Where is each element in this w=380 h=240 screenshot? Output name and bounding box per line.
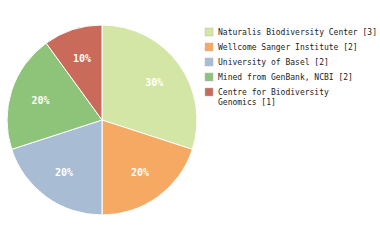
data-label: 20% bbox=[131, 167, 149, 178]
chart: 30% 20% 20% 20% 10% Naturalis Biodiversity Ce… bbox=[0, 0, 380, 240]
legend-item: Naturalis Biodiversity Center [3] bbox=[205, 28, 377, 37]
data-label: 30% bbox=[145, 77, 163, 88]
slice bbox=[102, 120, 192, 215]
legend-swatch bbox=[205, 43, 213, 51]
legend: Naturalis Biodiversity Center [3] Wellcom… bbox=[205, 28, 377, 107]
legend-swatch bbox=[205, 28, 213, 36]
legend-label: Centre for BiodiversityGenomics [1] bbox=[218, 88, 329, 107]
data-label: 20% bbox=[55, 167, 73, 178]
data-labels: 30% 20% 20% 20% 10% bbox=[32, 53, 164, 178]
pie bbox=[7, 25, 197, 215]
legend-label: Wellcome Sanger Institute [2] bbox=[218, 43, 358, 52]
legend-item: Centre for BiodiversityGenomics [1] bbox=[205, 88, 329, 107]
legend-label: Naturalis Biodiversity Center [3] bbox=[218, 28, 377, 37]
legend-label: University of Basel [2] bbox=[218, 58, 329, 67]
data-label: 20% bbox=[32, 95, 50, 106]
legend-item: Mined from GenBank, NCBI [2] bbox=[205, 73, 353, 82]
legend-item: University of Basel [2] bbox=[205, 58, 329, 67]
legend-item: Wellcome Sanger Institute [2] bbox=[205, 43, 358, 52]
legend-label: Mined from GenBank, NCBI [2] bbox=[218, 73, 353, 82]
legend-swatch bbox=[205, 73, 213, 81]
legend-swatch bbox=[205, 88, 213, 96]
data-label: 10% bbox=[73, 53, 91, 64]
legend-swatch bbox=[205, 58, 213, 66]
slice bbox=[46, 25, 102, 120]
